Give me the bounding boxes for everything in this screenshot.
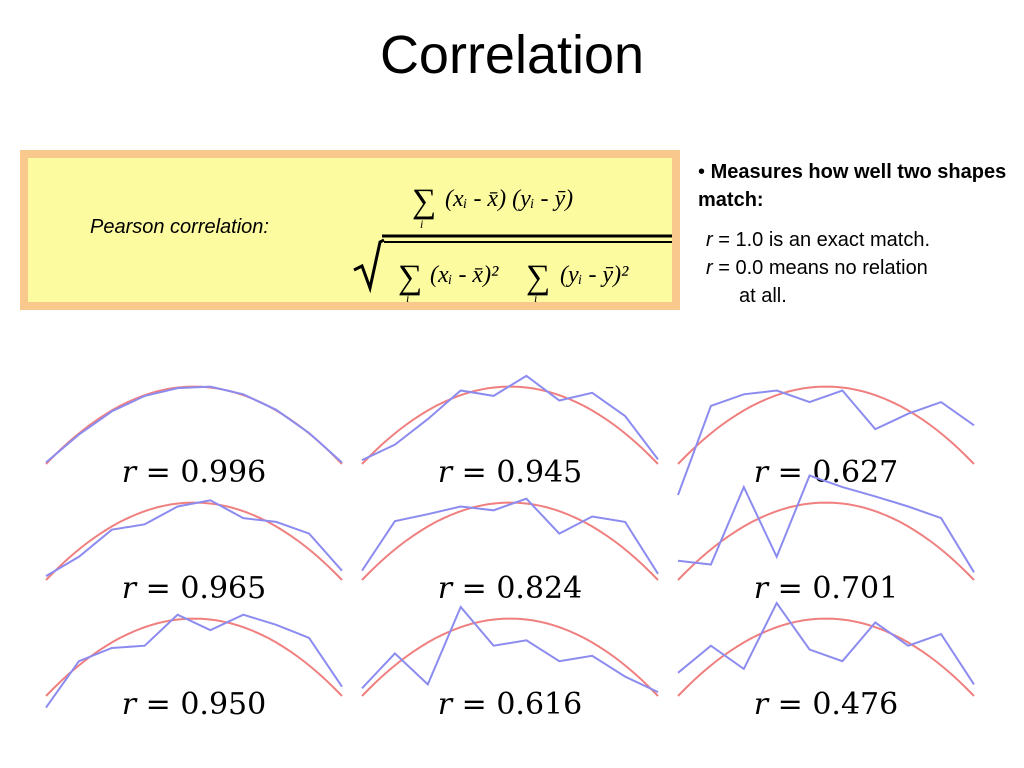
numerator-sum-index: i — [420, 217, 423, 231]
r-note-none: r = 0.0 means no relation — [706, 257, 928, 279]
description-bullets: • Measures how well two shapes match: r … — [698, 158, 1008, 310]
bullet-item: • Measures how well two shapes match: — [698, 158, 1008, 214]
shape-curve — [677, 474, 975, 573]
correlation-panel: r = 0.701 — [677, 474, 975, 606]
correlation-panel: r = 0.627 — [677, 385, 975, 496]
reference-parabola — [45, 501, 343, 581]
numerator-sum-symbol: ∑ — [412, 183, 436, 220]
reference-parabola — [677, 385, 975, 465]
pearson-formula: ∑ i (xᵢ - x̄) (yᵢ - ȳ) ∑ i (xᵢ - x̄)² ∑ … — [353, 183, 672, 305]
reference-parabola — [677, 501, 975, 581]
r-value-notes: r = 1.0 is an exact match. r = 0.0 means… — [706, 226, 1008, 310]
shape-curve — [677, 601, 975, 685]
denominator-sum-symbol-right: ∑ — [526, 259, 550, 296]
r-value-label: r = 0.627 — [754, 455, 898, 490]
correlation-panel: r = 0.824 — [361, 497, 659, 606]
reference-parabola — [45, 617, 343, 697]
correlation-panel: r = 0.996 — [45, 385, 343, 490]
slide-title: Correlation — [379, 25, 645, 85]
r-value-label: r = 0.476 — [754, 687, 898, 720]
denominator-sum-index-left: i — [406, 291, 409, 305]
pearson-correlation-label: Pearson correlation: — [90, 216, 269, 238]
correlation-panel: r = 0.950 — [45, 613, 343, 720]
correlation-plots: r = 0.996 r = 0.945 r = 0.627 r = 0.965 r = … — [45, 374, 975, 720]
bullet-heading: Measures how well two shapes match: — [698, 161, 1007, 211]
r-value-label: r = 0.701 — [754, 571, 898, 606]
correlation-panel: r = 0.965 — [45, 499, 343, 606]
r-note-exact: r = 1.0 is an exact match. — [706, 229, 931, 251]
radical-sign — [353, 238, 385, 294]
shape-curve — [361, 497, 659, 575]
reference-parabola — [361, 501, 659, 581]
correlation-panel: r = 0.945 — [361, 374, 659, 490]
shape-curve — [361, 374, 659, 462]
denominator-sum-symbol-left: ∑ — [398, 259, 422, 296]
correlation-panel: r = 0.616 — [361, 605, 659, 720]
r-value-label: r = 0.996 — [122, 455, 266, 490]
bullet-marker: • — [698, 161, 706, 183]
reference-parabola — [361, 617, 659, 697]
r-value-label: r = 0.965 — [122, 571, 266, 606]
numerator-expression: (xᵢ - x̄) (yᵢ - ȳ) — [445, 186, 573, 212]
r-value-label: r = 0.824 — [438, 571, 582, 606]
r-value-label: r = 0.945 — [438, 455, 582, 490]
denominator-expression-right: (yᵢ - ȳ)² — [560, 262, 629, 288]
shape-curve — [361, 605, 659, 694]
shape-curve — [677, 389, 975, 496]
shape-curve — [45, 613, 343, 709]
r-value-label: r = 0.616 — [438, 687, 582, 720]
shape-curve — [45, 499, 343, 577]
denominator-expression-left: (xᵢ - x̄)² — [430, 262, 499, 288]
denominator-sum-index-right: i — [534, 291, 537, 305]
shape-curve — [45, 385, 343, 464]
reference-parabola — [361, 385, 659, 465]
correlation-panel: r = 0.476 — [677, 601, 975, 720]
r-value-label: r = 0.950 — [122, 687, 266, 720]
formula-box: Pearson correlation: ∑ i (xᵢ - x̄) (yᵢ -… — [20, 150, 680, 310]
r-note-continuation: at all. — [739, 285, 787, 307]
reference-parabola — [677, 617, 975, 697]
